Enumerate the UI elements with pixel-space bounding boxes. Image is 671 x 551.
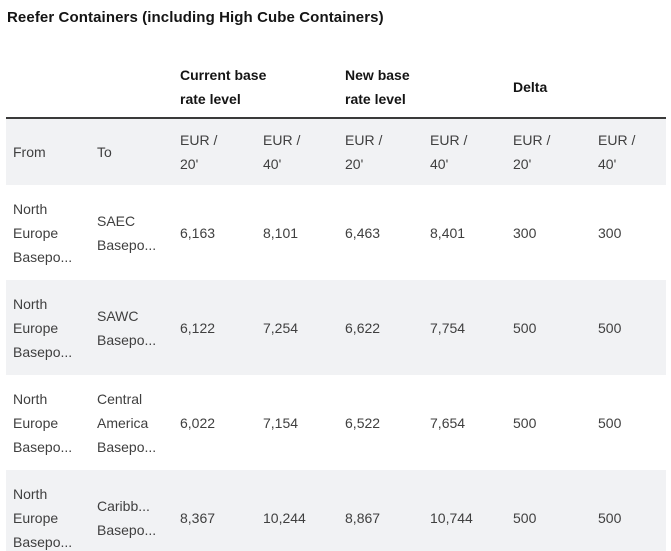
cell-new-40: 7,654 [430, 414, 466, 431]
cell-new-20: 6,463 [345, 224, 381, 241]
cell-new-20: 6,622 [345, 319, 381, 336]
group-header-delta: Delta [513, 56, 667, 119]
column-header-current-20: EUR / 20' [180, 132, 218, 172]
cell-from: North Europe Basepo... [13, 485, 73, 550]
cell-from: North Europe Basepo... [13, 390, 73, 455]
table-row: North Europe Basepo... Central America B… [6, 375, 667, 470]
group-header-new: New base rate level [345, 56, 514, 119]
cell-new-40: 7,754 [430, 319, 466, 336]
table-row: North Europe Basepo... SAEC Basepo... 6,… [6, 185, 667, 280]
group-header-current: Current base rate level [180, 56, 346, 119]
cell-delta-20: 500 [513, 414, 537, 431]
group-header-spacer [6, 56, 180, 119]
table-row: North Europe Basepo... SAWC Basepo... 6,… [6, 280, 667, 375]
cell-to: SAEC Basepo... [97, 212, 157, 253]
cell-delta-40: 500 [598, 414, 622, 431]
cell-current-40: 7,254 [263, 319, 299, 336]
column-header-new-40: EUR / 40' [430, 132, 468, 172]
column-header-row: From To EUR / 20' EUR / 40' EUR / 20' EU… [6, 118, 667, 185]
cell-new-20: 8,867 [345, 509, 381, 526]
column-header-delta-40: EUR / 40' [598, 132, 636, 172]
column-header-from: From [13, 144, 46, 160]
cell-delta-40: 500 [598, 509, 622, 526]
cell-current-40: 7,154 [263, 414, 299, 431]
column-header-new-20: EUR / 20' [345, 132, 383, 172]
cell-delta-20: 500 [513, 509, 537, 526]
cell-current-20: 8,367 [180, 509, 216, 526]
cell-current-20: 6,163 [180, 224, 216, 241]
column-header-to: To [97, 144, 112, 160]
cell-delta-40: 300 [598, 224, 622, 241]
cell-from: North Europe Basepo... [13, 295, 73, 360]
column-header-delta-20: EUR / 20' [513, 132, 551, 172]
column-header-current-40: EUR / 40' [263, 132, 301, 172]
rates-table: Current base rate level New base rate le… [6, 56, 667, 551]
cell-delta-20: 500 [513, 319, 537, 336]
cell-to: Central America Basepo... [97, 390, 157, 455]
cell-to: SAWC Basepo... [97, 307, 157, 348]
cell-to: Caribb... Basepo... [97, 497, 157, 538]
cell-from: North Europe Basepo... [13, 200, 73, 265]
page-title: Reefer Containers (including High Cube C… [7, 9, 384, 26]
cell-current-20: 6,022 [180, 414, 216, 431]
cell-delta-20: 300 [513, 224, 537, 241]
group-header-row: Current base rate level New base rate le… [6, 56, 667, 119]
table-row: North Europe Basepo... Caribb... Basepo.… [6, 470, 667, 551]
cell-current-20: 6,122 [180, 319, 216, 336]
cell-current-40: 8,101 [263, 224, 299, 241]
cell-new-40: 8,401 [430, 224, 466, 241]
cell-new-40: 10,744 [430, 509, 473, 526]
cell-new-20: 6,522 [345, 414, 381, 431]
cell-current-40: 10,244 [263, 509, 306, 526]
cell-delta-40: 500 [598, 319, 622, 336]
